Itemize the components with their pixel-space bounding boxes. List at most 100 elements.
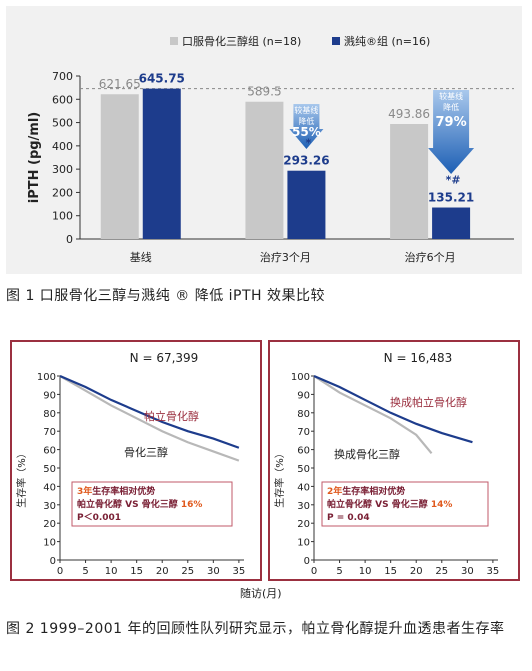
y-tick-label: 10 [43, 538, 56, 549]
figure2-caption: 图 2 1999–2001 年的回顾性队列研究显示，帕立骨化醇提升血透患者生存率 [6, 621, 505, 637]
y-tick-label: 20 [297, 519, 310, 530]
survival-line-paricalcitol [313, 374, 473, 444]
bar-value-label: 589.5 [247, 85, 281, 99]
series-label-paricalcitol: 换成帕立骨化醇 [390, 395, 467, 409]
note-years: 2年 [327, 485, 342, 497]
category-label: 治疗6个月 [405, 250, 456, 264]
figure1-panel: 口服骨化三醇组 (n=18) 溅纯®组 (n=16) 0 100 200 300 400 50… [6, 6, 522, 274]
figure2-left-panel: N = 67,399 0 10 20 30 40 50 60 70 80 90 100 0 5 10 15 20… [10, 340, 262, 581]
y-tick-label: 0 [50, 556, 56, 567]
y-tick-label: 700 [52, 70, 73, 83]
series-label-paricalcitol: 帕立骨化醇 [144, 409, 199, 423]
x-tick-label: 20 [410, 566, 423, 577]
arrow-text: 较基线 [439, 91, 463, 101]
bar-value-label: 135.21 [428, 191, 474, 205]
y-tick-label: 0 [304, 556, 310, 567]
y-tick-label: 30 [297, 501, 310, 512]
bar-value-label: 621.65 [99, 77, 141, 91]
y-axis-label: 生存率（%） [15, 448, 28, 508]
y-tick-label: 40 [297, 482, 310, 493]
advantage-note-box [71, 481, 233, 527]
y-tick-label: 60 [43, 446, 56, 457]
y-tick-label: 50 [297, 464, 310, 475]
chart-title: N = 16,483 [384, 351, 453, 365]
arrow-percent: 79% [436, 115, 467, 130]
x-tick-label: 35 [233, 566, 246, 577]
category-label: 治疗3个月 [260, 250, 311, 264]
survival-chart-right: N = 16,483 0 10 20 30 40 50 60 70 80 90 100 0 5 10 15 20… [273, 351, 499, 577]
bar-paricalcitol [287, 170, 326, 239]
category-label: 基线 [130, 250, 152, 264]
survival-chart-left: N = 67,399 0 10 20 30 40 50 60 70 80 90 100 0 5 10 15 20… [15, 351, 246, 577]
figure1-caption: 图 1 口服骨化三醇与溅纯 ® 降低 iPTH 效果比较 [6, 288, 326, 304]
legend-label-oral: 口服骨化三醇组 (n=18) [182, 34, 301, 48]
chart-title: N = 67,399 [130, 351, 199, 365]
legend-label-paricalcitol: 溅纯®组 (n=16) [344, 34, 430, 48]
note-pvalue: P＜0.001 [77, 512, 121, 523]
x-tick-label: 30 [207, 566, 220, 577]
note-line-2: 帕立骨化醇 VS 骨化三醇 14% [327, 498, 452, 510]
survival-line-calcitriol [313, 375, 433, 454]
bar-oral [100, 94, 139, 239]
note-line-1: 2年生存率相对优势 [327, 485, 405, 497]
x-tick-label: 25 [181, 566, 194, 577]
reduction-arrow [289, 104, 324, 149]
note-text: 生存率相对优势 [342, 485, 405, 497]
y-tick-label: 90 [297, 390, 310, 401]
series-label-calcitriol: 换成骨化三醇 [334, 447, 400, 461]
y-tick-label: 500 [52, 117, 73, 130]
bar-paricalcitol [142, 88, 181, 239]
note-line-2: 帕立骨化醇 VS 骨化三醇 16% [77, 498, 202, 510]
x-tick-label: 0 [57, 566, 63, 577]
y-tick-label: 90 [43, 390, 56, 401]
arrow-text: 降低 [298, 116, 314, 126]
y-axis-label: 生存率（%） [273, 448, 286, 508]
y-tick-label: 80 [43, 409, 56, 420]
y-tick-label: 200 [52, 186, 73, 199]
arrow-text: 降低 [443, 102, 459, 112]
reduction-arrow [428, 90, 475, 174]
y-axis-label: iPTH (pg/ml) [27, 112, 42, 204]
x-tick-label: 10 [105, 566, 118, 577]
x-tick-label: 5 [336, 566, 342, 577]
figure1-chart: 口服骨化三醇组 (n=18) 溅纯®组 (n=16) 0 100 200 300 400 50… [27, 34, 514, 264]
bar-oral [390, 124, 429, 239]
x-tick-label: 20 [156, 566, 169, 577]
x-tick-label: 25 [435, 566, 448, 577]
note-advantage-pct: 14% [431, 500, 453, 510]
y-tick-label: 20 [43, 519, 56, 530]
y-tick-label: 40 [43, 482, 56, 493]
arrow-text: 较基线 [294, 105, 318, 115]
y-tick-label: 60 [297, 446, 310, 457]
arrow-percent: 55% [292, 125, 321, 139]
y-tick-label: 70 [297, 427, 310, 438]
advantage-note-box [321, 481, 489, 527]
note-comparison: 帕立骨化醇 VS 骨化三醇 [327, 498, 431, 510]
figure2-right-panel: N = 16,483 0 10 20 30 40 50 60 70 80 90 100 0 5 10 15 20… [268, 340, 520, 581]
x-tick-label: 15 [384, 566, 397, 577]
y-tick-label: 600 [52, 93, 73, 106]
x-tick-label: 5 [82, 566, 88, 577]
note-line-1: 3年生存率相对优势 [77, 485, 155, 497]
y-tick-label: 100 [52, 210, 73, 223]
bar-value-label: 645.75 [139, 72, 185, 86]
note-advantage-pct: 16% [181, 500, 203, 510]
x-tick-label: 15 [130, 566, 143, 577]
y-tick-label: 80 [297, 409, 310, 420]
x-tick-label: 0 [311, 566, 317, 577]
y-tick-label: 70 [43, 427, 56, 438]
y-tick-label: 100 [37, 372, 56, 383]
series-label-calcitriol: 骨化三醇 [124, 445, 168, 459]
bar-oral [245, 101, 284, 239]
survival-line-calcitriol [59, 375, 240, 462]
bar-value-label: 293.26 [283, 154, 329, 168]
y-tick-label: 400 [52, 140, 73, 153]
y-tick-label: 0 [66, 233, 73, 246]
y-tick-label: 300 [52, 163, 73, 176]
note-pvalue: P = 0.04 [327, 513, 370, 523]
figure2-xlabel: 随访(月) [240, 587, 282, 600]
legend-swatch-oral [170, 37, 178, 45]
x-tick-label: 10 [359, 566, 372, 577]
x-tick-label: 30 [461, 566, 474, 577]
y-tick-label: 100 [291, 372, 310, 383]
